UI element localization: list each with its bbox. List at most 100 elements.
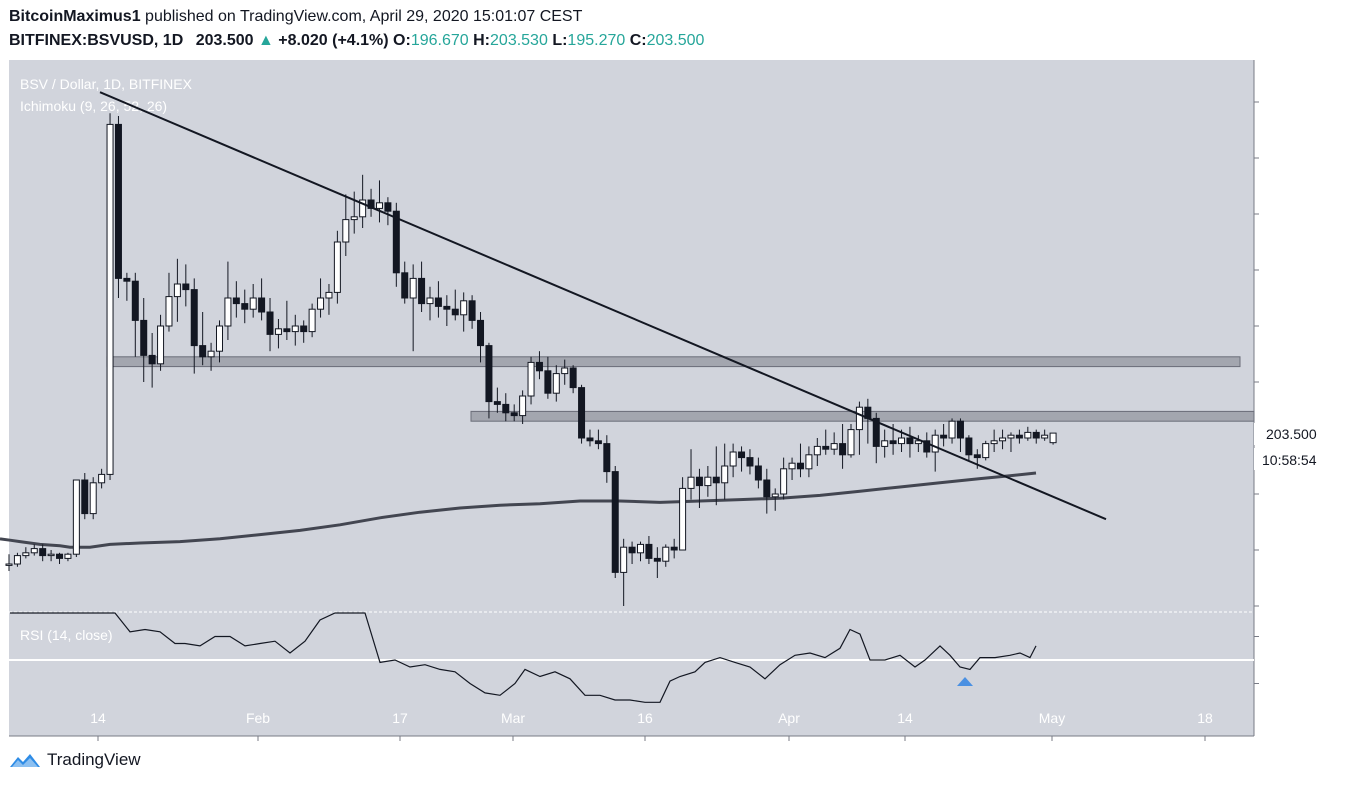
candle-body: [822, 445, 830, 450]
candle-body: [106, 123, 114, 475]
footer: TradingView: [9, 750, 141, 770]
candle-body: [662, 546, 670, 562]
candle-body: [460, 300, 468, 316]
candle-body: [291, 325, 299, 333]
candle-body: [620, 546, 628, 573]
candle-body: [409, 277, 417, 299]
candle-body: [30, 548, 38, 554]
candle-body: [477, 319, 485, 347]
y-axis-label: 120.000: [1267, 542, 1318, 558]
y-axis-label: 400.000: [1267, 150, 1318, 166]
rsi-axis-label: 60.00: [1267, 629, 1302, 645]
candle-body: [721, 465, 729, 484]
candle-body: [207, 350, 215, 358]
candle-body: [746, 457, 754, 467]
candle-body: [788, 462, 796, 470]
candle-body: [552, 373, 560, 394]
candle-body: [140, 319, 148, 356]
candle-body: [839, 443, 847, 456]
candle-body: [182, 283, 190, 291]
candle-body: [241, 303, 249, 310]
candle-body: [847, 429, 855, 456]
candle-body: [670, 546, 678, 551]
low-label: L:: [552, 32, 568, 49]
price-change: +8.020 (+4.1%): [278, 32, 389, 49]
close-label: C:: [629, 32, 647, 49]
candle-body: [13, 555, 21, 565]
candle-body: [763, 479, 771, 498]
candle-body: [342, 219, 350, 243]
candle-body: [1015, 434, 1023, 439]
tradingview-logo-icon: [10, 754, 40, 767]
candle-body: [317, 297, 325, 310]
candle-body: [72, 479, 80, 555]
candle-body: [350, 216, 358, 221]
candle-body: [956, 420, 964, 439]
candle-body: [418, 277, 426, 305]
candle-body: [114, 123, 122, 279]
candle-body: [131, 280, 139, 321]
candle-body: [325, 291, 333, 299]
x-axis-label: Feb: [246, 710, 270, 726]
candle-body: [123, 277, 131, 282]
candle-body: [586, 437, 594, 442]
candle-body: [384, 202, 392, 212]
candle-body: [258, 297, 266, 313]
open-label: O:: [393, 32, 411, 49]
high-value: 203.530: [490, 32, 548, 49]
candle-body: [165, 296, 173, 327]
candle-body: [359, 199, 367, 218]
candle-body: [283, 328, 291, 333]
last-price-tag-text: 203.500: [1266, 426, 1317, 442]
bullish-divergence-marker-icon: [957, 677, 973, 686]
candle-body: [578, 387, 586, 439]
candle-body: [704, 476, 712, 487]
candle-body: [1049, 432, 1057, 444]
countdown-tag: [1254, 448, 1338, 470]
candle-body: [940, 434, 948, 439]
candle-body: [712, 476, 720, 484]
candle-body: [300, 325, 308, 333]
published-text: published on TradingView.com, April 29, …: [145, 8, 583, 25]
candle-body: [519, 395, 527, 417]
candle-body: [173, 283, 181, 298]
candle-body: [813, 445, 821, 456]
candle-body: [510, 412, 518, 417]
candle-body: [569, 367, 577, 389]
candle-body: [923, 440, 931, 453]
high-label: H:: [473, 32, 491, 49]
candle-body: [527, 361, 535, 397]
candle-body: [687, 476, 695, 489]
candle-body: [872, 417, 880, 447]
candle-body: [594, 440, 602, 445]
candle-body: [931, 434, 939, 453]
candle-body: [611, 471, 619, 573]
candle-body: [729, 451, 737, 467]
candle-body: [47, 553, 55, 557]
symbol-info: BITFINEX:BSVUSD, 1D 203.500 ▲ +8.020 (+4…: [9, 32, 704, 50]
candle-body: [249, 297, 257, 310]
tradingview-brand[interactable]: TradingView: [47, 750, 141, 769]
candle-body: [39, 548, 47, 557]
author-name[interactable]: BitcoinMaximus1: [9, 8, 141, 25]
x-axis-label: 16: [637, 710, 653, 726]
low-value: 195.270: [567, 32, 626, 49]
candle-body: [56, 553, 64, 559]
candle-body: [232, 297, 240, 305]
candle-body: [990, 440, 998, 445]
x-axis-label: 18: [1197, 710, 1213, 726]
y-axis-label: 280.000: [1267, 318, 1318, 334]
candle-body: [392, 210, 400, 274]
chart-pane-bg: [9, 60, 1254, 736]
candle-body: [434, 297, 442, 307]
last-price-tag: [1254, 423, 1338, 445]
candle-body: [906, 437, 914, 445]
rsi-axis-label: 40.00: [1267, 676, 1302, 692]
indicator-label: Ichimoku (9, 26, 52, 26): [20, 98, 167, 114]
close-value: 203.500: [646, 32, 705, 49]
candle-body: [754, 465, 762, 481]
candle-body: [796, 462, 804, 470]
x-axis-label: Apr: [778, 710, 800, 726]
candle-body: [881, 440, 889, 447]
